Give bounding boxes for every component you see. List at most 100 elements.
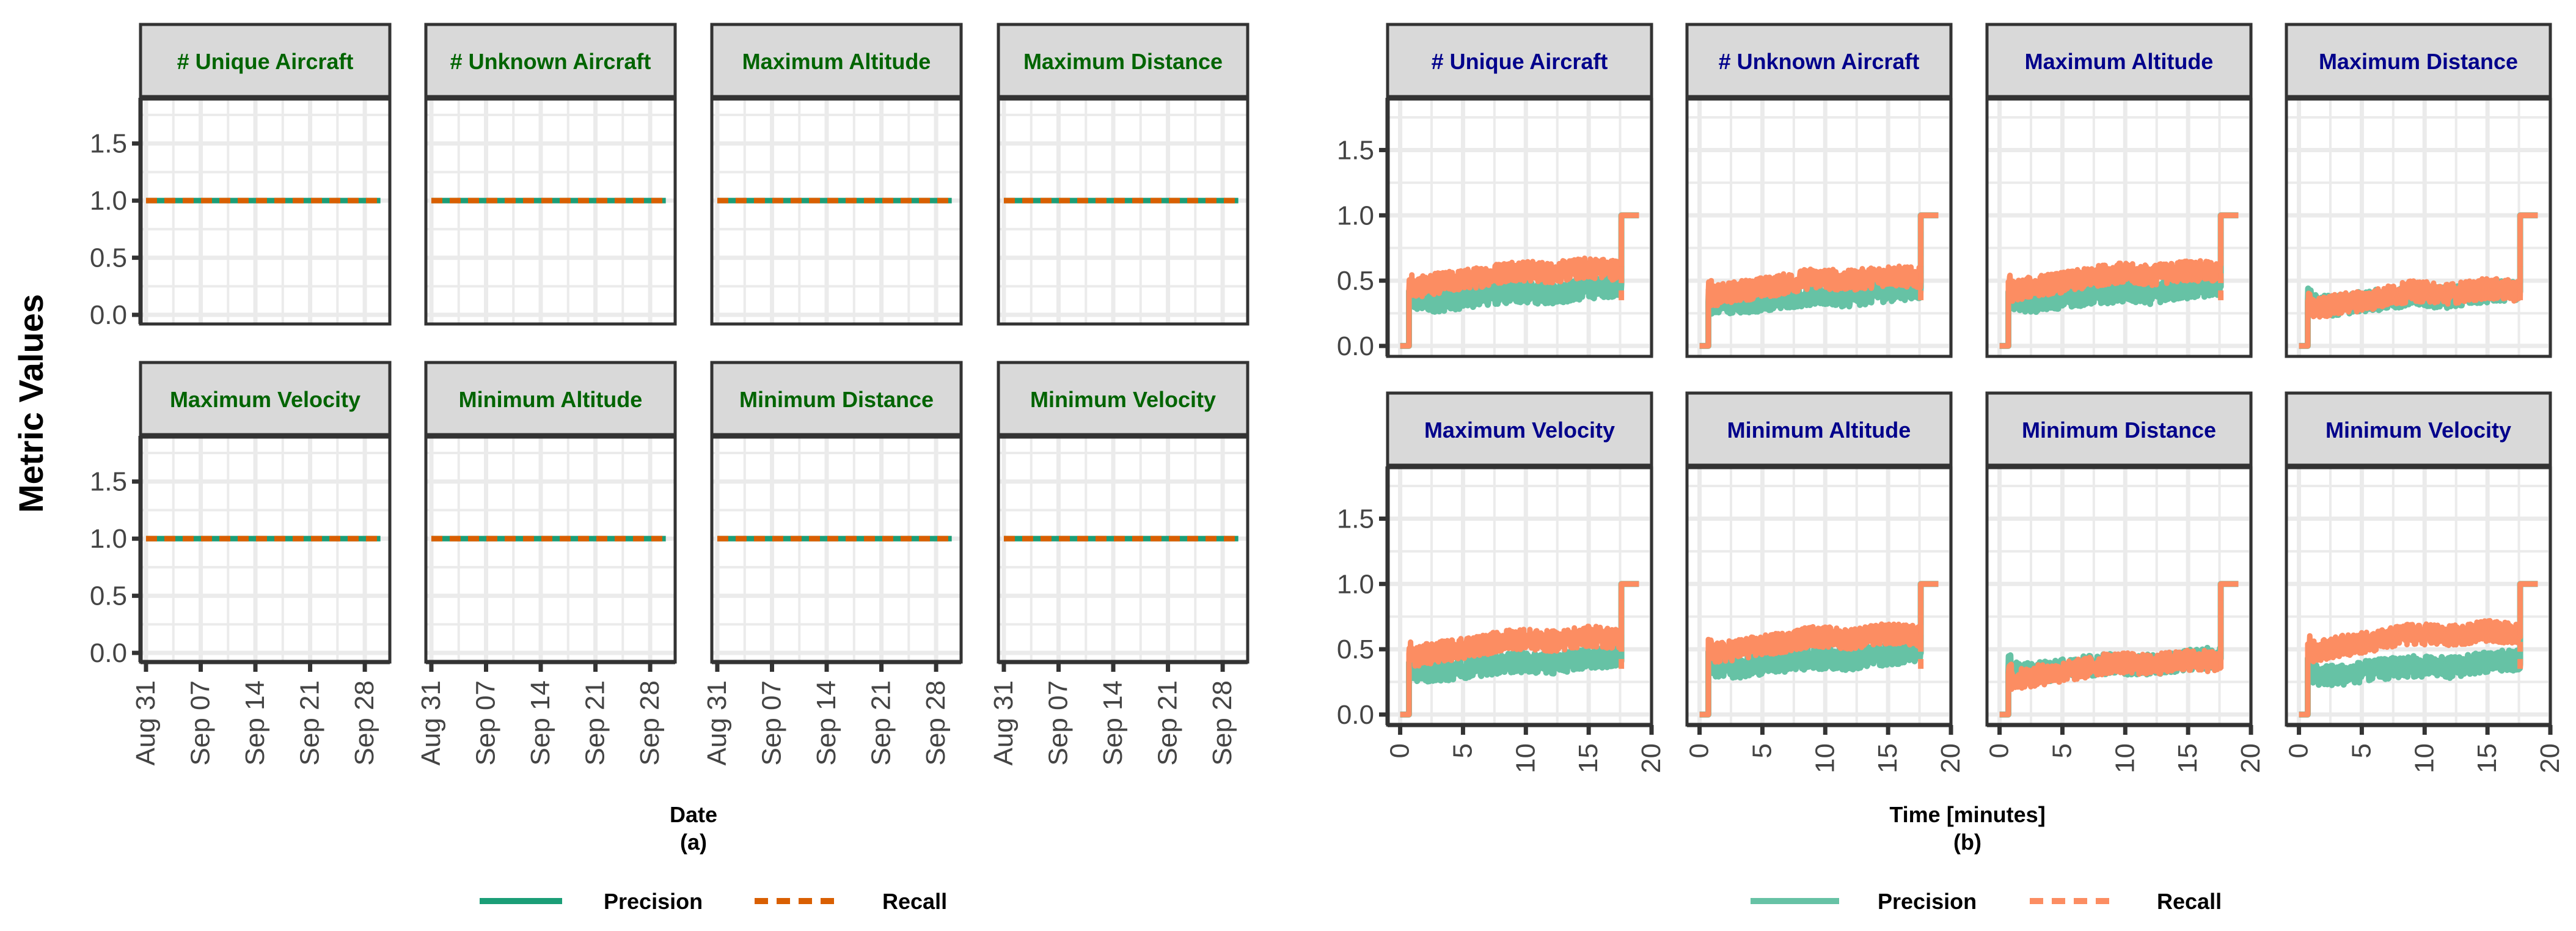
facet-title: # Unknown Aircraft (1719, 49, 1920, 74)
x-tick-label: 10 (1510, 743, 1540, 773)
series-recall (1999, 212, 2239, 349)
facet-a-maximum-distance: Maximum Distance (997, 23, 1250, 326)
x-tick-label: 20 (1636, 743, 1666, 773)
series-recall (1400, 581, 1639, 718)
plot-area (141, 436, 390, 662)
facet-title: Maximum Altitude (2025, 49, 2214, 74)
series-precision (1400, 212, 1639, 349)
x-tick-label: Sep 07 (185, 680, 215, 765)
x-tick-label: Aug 31 (702, 680, 732, 765)
facet-a-minimum-altitude: Minimum Altitude Aug 31 Sep 07 Sep 14 Sep 21… (416, 361, 677, 765)
y-tick-label: 1.0 (1337, 569, 1374, 599)
facet-a-minimum-distance: Minimum Distance Aug 31 Sep 07 Sep 14 Sep 21… (702, 361, 963, 765)
plot-area (1388, 98, 1652, 356)
x-tick-label: 0 (1685, 743, 1714, 758)
x-tick-label: 15 (2173, 743, 2203, 773)
facet-strip (1685, 23, 1953, 100)
panel-b-facets: # Unique Aircraft 0.0 0.5 1.0 1.5 # Unknown A… (1337, 23, 2565, 773)
facet-strip (710, 23, 963, 100)
plot-area (141, 98, 390, 324)
y-tick-label: 0.0 (90, 638, 127, 668)
facet-strip (997, 361, 1250, 438)
facet-strip (1685, 391, 1953, 468)
y-tick-label: 1.0 (90, 186, 127, 216)
facet-strip (1386, 391, 1653, 468)
x-tick-label: Sep 21 (580, 680, 610, 765)
plot-area (1687, 98, 1951, 356)
legend-a-precision-label: Precision (604, 889, 703, 914)
y-tick-label: 0.0 (1337, 331, 1374, 361)
y-tick-label: 0.5 (1337, 266, 1374, 296)
x-tick-label: Aug 31 (131, 680, 161, 765)
facet-title: Maximum Distance (1023, 49, 1223, 74)
legend-b-precision-label: Precision (1878, 889, 1977, 914)
x-tick-label: 5 (2047, 743, 2077, 758)
facet-strip (1985, 23, 2253, 100)
plot-area (712, 436, 961, 662)
facet-strip (1386, 23, 1653, 100)
facet-b-minimum-distance: Minimum Distance 0 5 10 15 20 (1985, 391, 2266, 773)
facet-title: Maximum Velocity (170, 387, 360, 412)
facet-b-unique-aircraft: # Unique Aircraft 0.0 0.5 1.0 1.5 (1337, 23, 1654, 361)
plot-area (426, 98, 675, 324)
x-tick-label: Sep 28 (1207, 680, 1237, 765)
x-tick-label: Sep 28 (349, 680, 379, 765)
x-tick-label: 5 (2346, 743, 2376, 758)
facet-strip (997, 23, 1250, 100)
x-tick-label: Sep 28 (921, 680, 951, 765)
plot-area (998, 98, 1248, 324)
panel-b-xlabel: Time [minutes] (1889, 802, 2045, 827)
series-recall (2299, 212, 2538, 349)
y-tick-label: 0.5 (1337, 635, 1374, 664)
y-tick-label: 1.5 (1337, 504, 1374, 534)
series-recall (2299, 581, 2538, 718)
y-tick-label: 1.5 (1337, 135, 1374, 165)
x-tick-label: Sep 14 (525, 680, 555, 765)
y-axis-title: Metric Values (12, 294, 50, 513)
panel-b-caption: (b) (1953, 830, 1981, 855)
facet-strip (424, 361, 677, 438)
facet-title: Maximum Altitude (742, 49, 931, 74)
facet-a-maximum-altitude: Maximum Altitude (710, 23, 963, 326)
series-recall (1999, 581, 2239, 718)
facet-title: Maximum Velocity (1424, 418, 1615, 443)
x-tick-label: Sep 14 (811, 680, 841, 765)
facet-b-minimum-altitude: Minimum Altitude 0 5 10 15 20 (1685, 391, 1966, 773)
facet-title: Minimum Distance (2022, 418, 2216, 443)
legend-b: Precision Recall (1751, 889, 2222, 914)
panel-a-facets: # Unique Aircraft 0.0 0.5 1.0 1.5 # Unknown A… (90, 23, 1250, 765)
series-recall (1699, 581, 1939, 718)
x-tick-label: 15 (1573, 743, 1603, 773)
plot-area (1687, 466, 1951, 725)
facet-strip (2285, 391, 2552, 468)
x-tick-label: Sep 07 (1043, 680, 1073, 765)
facet-a-minimum-velocity: Minimum Velocity Aug 31 Sep 07 Sep 14 Sep 21… (989, 361, 1250, 765)
series-recall (1699, 212, 1939, 349)
x-tick-label: 5 (1447, 743, 1477, 758)
series-recall (1400, 212, 1639, 349)
facet-title: Minimum Altitude (459, 387, 643, 412)
facet-b-maximum-velocity: Maximum Velocity 0.0 0.5 1.0 1.5 0 5 10 15 20 (1337, 391, 1666, 773)
x-tick-label: 15 (2472, 743, 2502, 773)
facet-title: Maximum Distance (2319, 49, 2518, 74)
panel-a-caption: (a) (680, 830, 707, 855)
facet-a-unique-aircraft: # Unique Aircraft 0.0 0.5 1.0 1.5 (90, 23, 392, 330)
legend-a: Precision Recall (480, 889, 947, 914)
facet-title: # Unique Aircraft (177, 49, 354, 74)
x-tick-label: 0 (2284, 743, 2314, 758)
x-tick-label: Sep 07 (756, 680, 786, 765)
x-tick-label: Sep 14 (240, 680, 270, 765)
plot-area (1987, 98, 2251, 356)
y-tick-label: 1.0 (90, 524, 127, 554)
y-tick-label: 0.5 (90, 581, 127, 611)
facet-a-maximum-velocity: Maximum Velocity 0.0 0.5 1.0 1.5 Aug 31 Sep 07… (90, 361, 392, 765)
facet-title: Minimum Velocity (1030, 387, 1216, 412)
y-tick-label: 1.0 (1337, 201, 1374, 230)
x-tick-label: 20 (2236, 743, 2266, 773)
x-tick-label: Sep 28 (635, 680, 665, 765)
x-tick-label: 20 (1936, 743, 1966, 773)
facet-strip (424, 23, 677, 100)
facet-strip (139, 361, 392, 438)
x-tick-label: 10 (2110, 743, 2140, 773)
y-tick-label: 0.5 (90, 243, 127, 273)
